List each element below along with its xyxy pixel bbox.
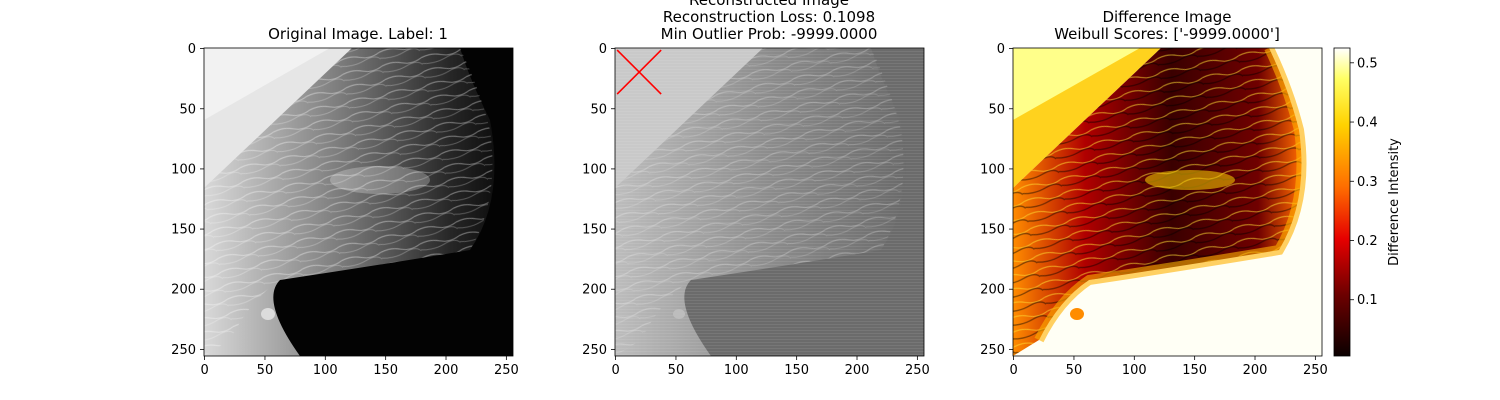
y-tick-label: 100 xyxy=(171,162,196,177)
y-tick-label: 100 xyxy=(582,162,607,177)
x-tick-label: 150 xyxy=(373,363,398,378)
x-tick-label: 100 xyxy=(1122,363,1147,378)
x-tick-label: 150 xyxy=(1182,363,1207,378)
colorbar: 0.1 0.2 0.3 0.4 0.5 Difference Intensity xyxy=(1333,47,1402,357)
x-tick-label: 100 xyxy=(313,363,338,378)
outlier-marker xyxy=(616,49,662,95)
colorbar-tick-label: 0.5 xyxy=(1357,56,1378,71)
difference-image xyxy=(1013,48,1322,356)
panel-reconstruction-title-3: Min Outlier Prob: -9999.0000 xyxy=(661,25,878,43)
x-tick-label: 250 xyxy=(1303,363,1328,378)
colorbar-label: Difference Intensity xyxy=(1387,138,1402,266)
x-tick-label: 100 xyxy=(724,363,749,378)
x-tick-label: 250 xyxy=(494,363,519,378)
y-tick-label: 200 xyxy=(171,283,196,298)
y-tick-label: 0 xyxy=(188,42,196,57)
y-tick-label: 250 xyxy=(980,343,1005,358)
y-tick-label: 250 xyxy=(171,343,196,358)
panel-original-title: Original Image. Label: 1 xyxy=(268,25,448,43)
panel-reconstruction-title-2: Reconstruction Loss: 0.1098 xyxy=(663,8,875,26)
x-tick-label: 200 xyxy=(434,363,459,378)
x-tick-label: 0 xyxy=(611,363,619,378)
panel-reconstruction-title-1: Reconstructed Image xyxy=(689,0,849,9)
y-tick-label: 150 xyxy=(171,223,196,238)
colorbar-gradient xyxy=(1333,47,1351,357)
reconstructed-image xyxy=(615,48,924,356)
panel-reconstruction: Reconstructed Image Reconstruction Loss:… xyxy=(614,0,925,357)
y-tick-label: 50 xyxy=(988,102,1005,117)
y-tick-label: 100 xyxy=(980,162,1005,177)
y-tick-label: 50 xyxy=(179,102,196,117)
colorbar-tick-label: 0.2 xyxy=(1357,234,1378,249)
axes-ticks: 0 50 100 150 200 250 0 50 100 150 200 250 0 50 100 150 2… xyxy=(171,42,1328,378)
y-tick-label: 150 xyxy=(980,223,1005,238)
y-tick-label: 200 xyxy=(980,283,1005,298)
x-tick-label: 200 xyxy=(1243,363,1268,378)
y-tick-label: 200 xyxy=(582,283,607,298)
x-tick-label: 50 xyxy=(1066,363,1083,378)
y-tick-label: 0 xyxy=(599,42,607,57)
y-tick-label: 250 xyxy=(582,343,607,358)
y-tick-label: 0 xyxy=(997,42,1005,57)
panel-difference-title-2: Weibull Scores: ['-9999.0000'] xyxy=(1054,25,1280,43)
original-image xyxy=(204,48,513,356)
x-tick-label: 150 xyxy=(784,363,809,378)
colorbar-ticks: 0.1 0.2 0.3 0.4 0.5 xyxy=(1350,56,1378,308)
y-tick-label: 50 xyxy=(590,102,607,117)
x-tick-label: 200 xyxy=(845,363,870,378)
panel-original: Original Image. Label: 1 xyxy=(203,25,514,357)
colorbar-tick-label: 0.1 xyxy=(1357,293,1378,308)
y-tick-label: 150 xyxy=(582,223,607,238)
panel-difference-title-1: Difference Image xyxy=(1102,8,1231,26)
x-tick-label: 0 xyxy=(1009,363,1017,378)
colorbar-tick-label: 0.3 xyxy=(1357,175,1378,190)
panel-difference: Difference Image Weibull Scores: ['-9999… xyxy=(1012,8,1323,357)
colorbar-tick-label: 0.4 xyxy=(1357,116,1378,131)
x-tick-label: 50 xyxy=(257,363,274,378)
x-tick-label: 0 xyxy=(200,363,208,378)
x-tick-label: 250 xyxy=(905,363,930,378)
x-tick-label: 50 xyxy=(668,363,685,378)
outlier-marker-stroke xyxy=(616,49,662,95)
